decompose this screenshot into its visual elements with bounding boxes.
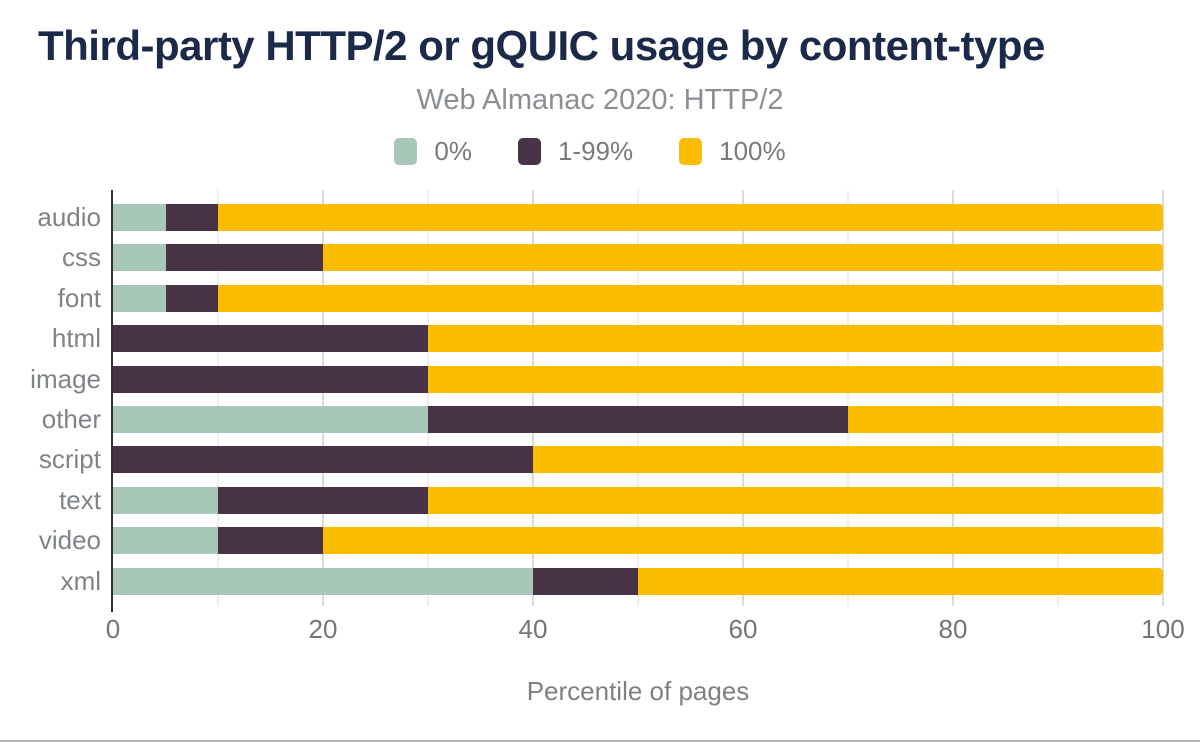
bar-segment-script-1-99pct [113,446,533,474]
x-tick-label-40: 40 [518,614,548,644]
bar-segment-other-0pct [113,406,428,433]
bar-segment-text-0pct [113,486,218,514]
legend-item: 0% [394,136,472,167]
legend-swatch-icon [679,138,703,165]
category-label-html: html [51,323,101,354]
bar-segment-video-0pct [113,527,218,555]
chart-legend: 0% 1-99% 100% [0,136,1180,167]
bar-row-video [113,527,1163,555]
category-label-video: video [38,525,101,556]
bar-segment-text-100pct [428,486,1163,514]
legend-label: 1-99% [557,136,634,166]
gridline-minor [637,190,639,606]
bar-row-css [113,244,1163,272]
bar-segment-font-1-99pct [165,284,218,312]
gridline-minor [847,190,849,606]
gridline-minor [427,190,429,606]
category-label-audio: audio [37,202,101,232]
legend-swatch-icon [517,138,541,165]
bar-segment-video-1-99pct [218,527,323,555]
bar-segment-audio-1-99pct [165,204,218,231]
chart-title: Third-party HTTP/2 or gQUIC usage by con… [38,22,1045,69]
bar-row-html [113,325,1163,353]
category-label-other: other [41,404,101,434]
legend-swatch-icon [394,138,418,165]
chart-subtitle: Web Almanac 2020: HTTP/2 [416,84,784,116]
legend-label: 100% [719,136,786,166]
legend-label: 0% [434,136,472,166]
bar-segment-audio-100pct [218,204,1163,231]
bar-segment-audio-0pct [113,204,166,231]
bar-row-font [113,284,1163,312]
bar-segment-css-100pct [323,244,1163,272]
x-tick-label-0: 0 [105,614,121,644]
bar-segment-xml-1-99pct [533,567,638,595]
category-label-css: css [62,242,101,273]
bar-row-image [113,365,1163,393]
bar-row-script [113,446,1163,474]
bar-row-audio [113,204,1163,231]
bar-segment-font-0pct [113,284,166,312]
category-label-font: font [57,282,101,313]
bar-segment-font-100pct [218,284,1163,312]
gridline-minor [1057,190,1059,606]
bar-segment-xml-0pct [113,567,533,595]
y-axis-line [111,190,113,612]
bar-segment-html-100pct [428,325,1163,353]
category-label-xml: xml [60,565,101,596]
bar-segment-xml-100pct [638,567,1163,595]
x-tick-label-80: 80 [938,614,968,644]
gridline-major [322,190,324,606]
bar-row-text [113,486,1163,514]
bar-segment-css-1-99pct [165,244,323,272]
legend-item: 1-99% [517,136,634,167]
legend-item: 100% [679,136,786,167]
gridline-minor [217,190,219,606]
bar-segment-text-1-99pct [218,486,428,514]
gridline-major [952,190,954,606]
category-label-text: text [59,484,101,515]
plot-area [113,190,1164,606]
bar-row-other [113,406,1163,433]
bar-segment-image-100pct [428,365,1163,393]
bar-row-xml [113,567,1163,595]
bar-segment-other-100pct [848,406,1163,433]
x-tick-label-100: 100 [1141,614,1185,644]
gridline-major [1162,190,1164,606]
bar-segment-html-1-99pct [113,325,428,353]
x-axis-title: Percentile of pages [526,676,750,706]
bar-segment-image-1-99pct [113,365,428,393]
bar-segment-css-0pct [113,244,166,272]
x-tick-label-60: 60 [728,614,758,644]
category-label-image: image [30,363,101,394]
gridline-major [742,190,744,606]
bar-segment-video-100pct [323,527,1163,555]
bar-segment-other-1-99pct [428,406,848,433]
bar-segment-script-100pct [533,446,1163,474]
gridline-major [532,190,534,606]
category-label-script: script [38,444,101,475]
x-tick-label-20: 20 [308,614,338,644]
